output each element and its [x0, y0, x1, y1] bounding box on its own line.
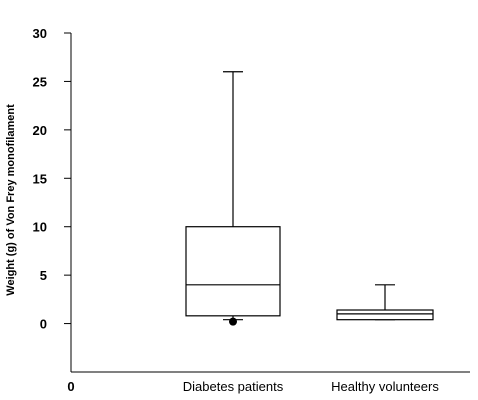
y-axis: 0 5 10 15 20 25 30	[33, 26, 72, 372]
y-tick-label: 30	[33, 26, 47, 41]
box-group	[185, 71, 281, 326]
x-axis: Diabetes patients Healthy volunteers	[71, 371, 470, 394]
y-axis-title: Weight (g) of Von Frey monofilament	[5, 104, 17, 296]
box-group	[336, 284, 434, 321]
y-tick-label: 15	[33, 171, 47, 186]
y-tick-label: 5	[40, 268, 47, 283]
iqr-box	[185, 226, 281, 317]
y-tick-label: 20	[33, 123, 47, 138]
y-tick-label: 25	[33, 74, 47, 89]
x-origin-label: 0	[67, 379, 74, 394]
x-category-label: Healthy volunteers	[331, 379, 439, 394]
y-tick-label: 0	[40, 317, 47, 332]
x-category-label: Diabetes patients	[183, 379, 284, 394]
y-tick-label: 10	[33, 220, 47, 235]
outlier-point	[229, 317, 237, 326]
boxes	[185, 71, 434, 326]
iqr-box	[336, 309, 434, 321]
